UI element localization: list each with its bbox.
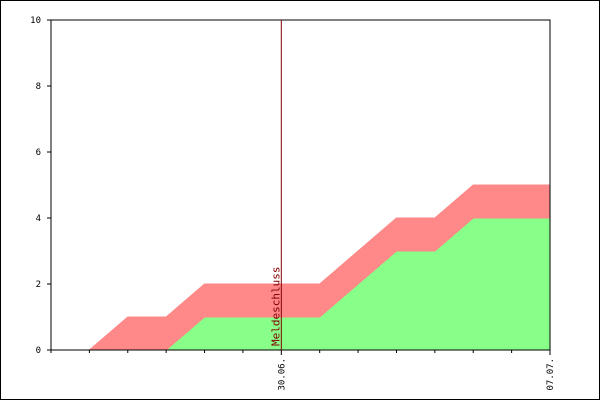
y-tick-label: 4 (36, 214, 41, 224)
x-tick-label: 07.07. (546, 358, 556, 391)
y-tick-label: 8 (36, 82, 41, 92)
x-tick-label: 30.06. (277, 358, 287, 391)
y-tick-label: 10 (30, 16, 41, 26)
plot-frame (50, 19, 551, 351)
y-tick-label: 2 (36, 280, 41, 290)
y-tick-label: 6 (36, 148, 41, 158)
annotation-label: Meldeschluss (269, 267, 282, 346)
y-tick-label: 0 (36, 346, 41, 356)
